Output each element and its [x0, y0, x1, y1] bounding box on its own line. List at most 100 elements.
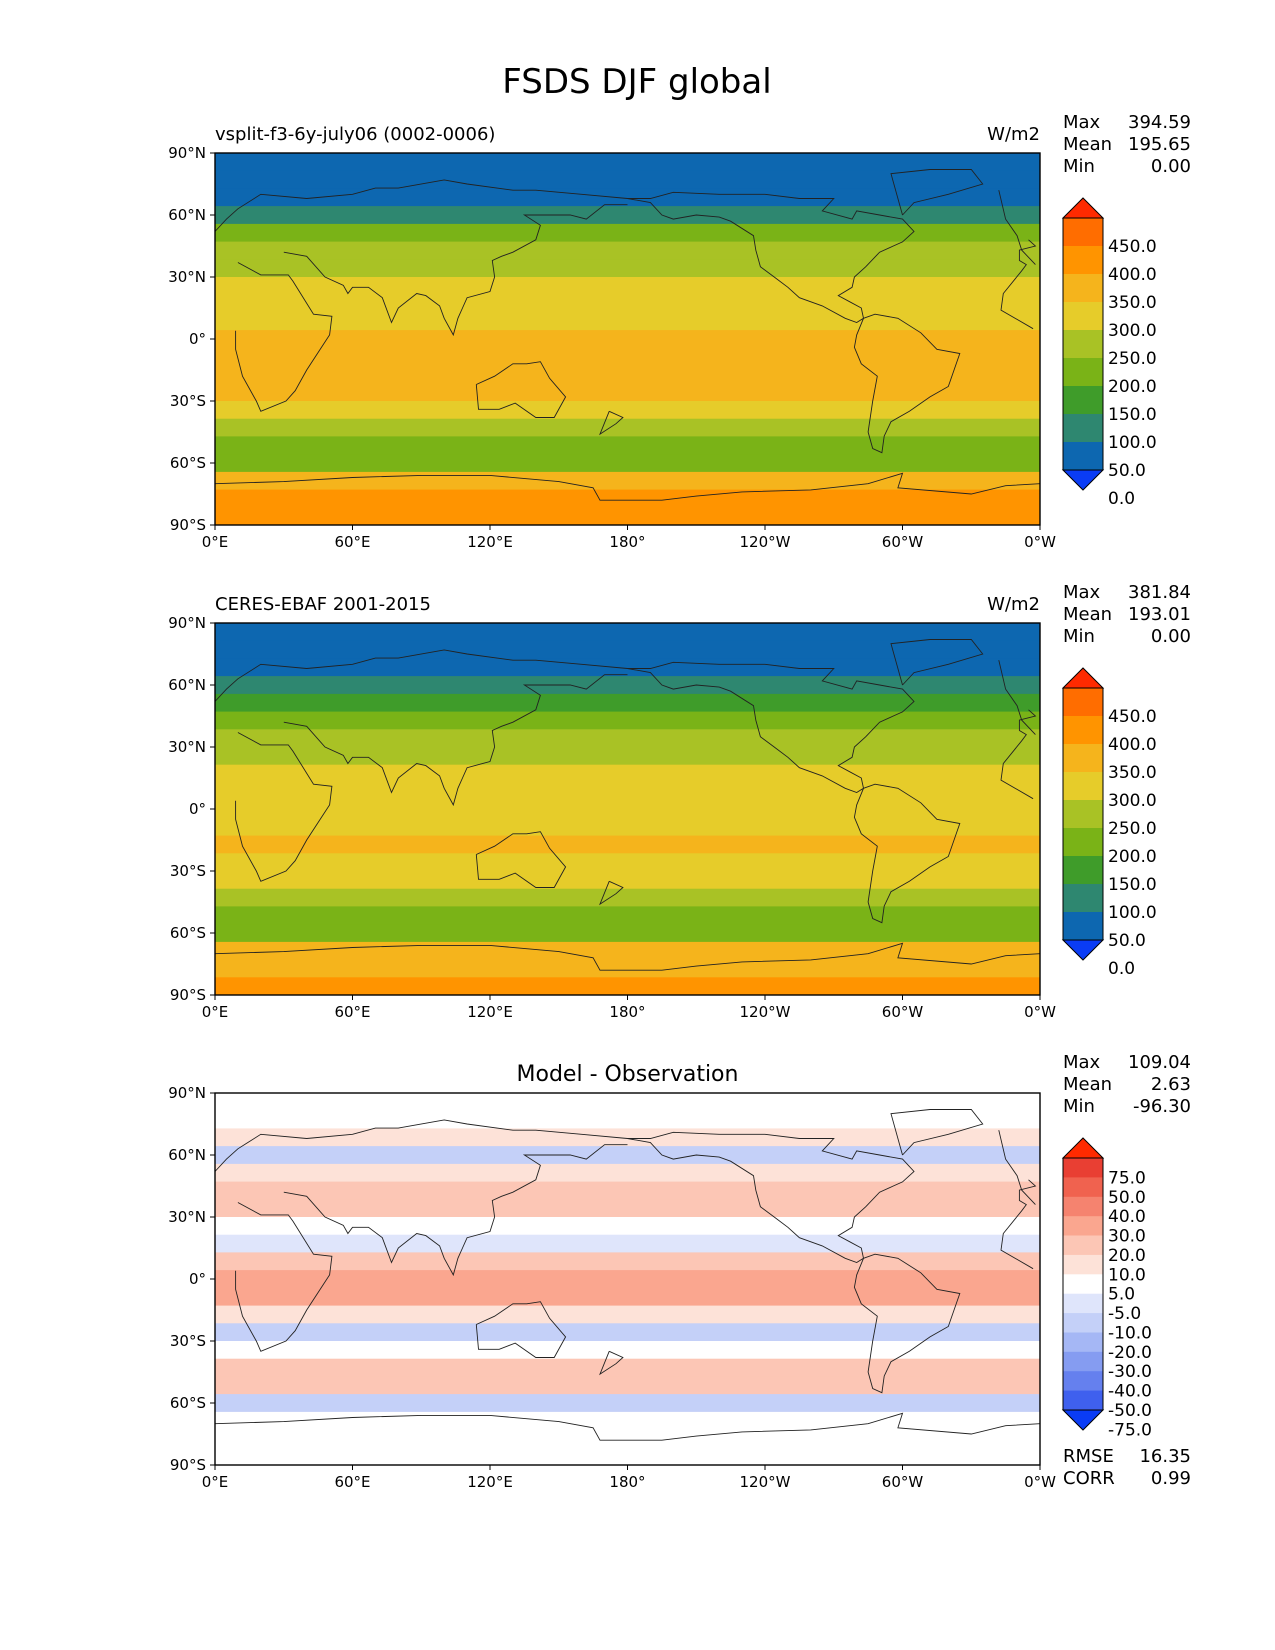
- lat-band: [215, 507, 1040, 525]
- coastline: [215, 1119, 1037, 1352]
- colorbar-segment: [1063, 744, 1103, 773]
- coastline: [627, 191, 915, 323]
- x-tick-label: 0°E: [202, 1003, 229, 1021]
- colorbar-segment: [1063, 1196, 1103, 1217]
- lat-band: [215, 693, 1040, 713]
- x-tick-label: 0°E: [202, 533, 229, 551]
- colorbar-extend-min: [1061, 1409, 1105, 1431]
- colorbar-segment: [1063, 828, 1103, 857]
- lat-band: [215, 489, 1040, 508]
- y-tick-label: 30°N: [168, 738, 206, 756]
- x-tick-label: 120°W: [740, 1473, 791, 1491]
- y-tick-label: 90°S: [170, 516, 206, 534]
- lat-band: [215, 259, 1040, 278]
- colorbar-frame: [1062, 1157, 1104, 1411]
- x-tick-label: 60°E: [334, 1003, 370, 1021]
- stat-value: 2.63: [1151, 1074, 1191, 1095]
- panel-model: vsplit-f3-6y-july06 (0002-0006) W/m2 0°E 60…: [168, 112, 1191, 551]
- y-tick-label: 0°: [189, 800, 206, 818]
- colorbar-label: 200.0: [1108, 377, 1157, 397]
- colorbar-extend-max: [1061, 1137, 1105, 1159]
- lat-band: [215, 471, 1040, 491]
- colorbar-label: 30.0: [1108, 1227, 1146, 1247]
- y-tick-label: 60°S: [170, 454, 206, 472]
- coastline: [890, 1109, 984, 1156]
- coastline: [890, 639, 984, 686]
- lat-band: [215, 383, 1040, 402]
- colorbar-label: 10.0: [1108, 1265, 1146, 1285]
- colorbar-segment: [1063, 1216, 1103, 1237]
- stat-label: Max: [1063, 1052, 1101, 1073]
- lat-band: [215, 906, 1040, 925]
- lat-band: [215, 1217, 1040, 1236]
- colorbar-segment: [1063, 442, 1103, 471]
- colorbar-label: -20.0: [1108, 1343, 1152, 1363]
- lat-band: [215, 1358, 1040, 1377]
- stat-value: 195.65: [1128, 134, 1191, 155]
- x-tick-label: 60°E: [334, 1473, 370, 1491]
- x-tick-label: 120°E: [467, 1003, 513, 1021]
- colorbar-segment: [1063, 246, 1103, 275]
- lat-band: [215, 1093, 1040, 1112]
- colorbar-label: -30.0: [1108, 1362, 1152, 1382]
- coastline: [853, 1253, 961, 1394]
- lat-band: [215, 977, 1040, 995]
- lat-band: [215, 454, 1040, 473]
- colorbar-extend-max: [1061, 197, 1105, 219]
- colorbar-label: 400.0: [1108, 265, 1157, 285]
- lat-band: [215, 1323, 1040, 1342]
- colorbar-label: 250.0: [1108, 819, 1157, 839]
- colorbar-label: 20.0: [1108, 1246, 1146, 1266]
- colorbar-segment: [1063, 800, 1103, 829]
- colorbar: 450.0 400.0 350.0 300.0 250.0 200.0 150.0 100.0…: [1061, 667, 1157, 979]
- lat-band: [215, 1411, 1040, 1431]
- metric-value: 0.99: [1151, 1468, 1191, 1489]
- colorbar-extend-max: [1061, 667, 1105, 689]
- x-tick-label: 60°W: [882, 1473, 924, 1491]
- stat-label: Min: [1063, 156, 1095, 177]
- colorbar-segment: [1063, 302, 1103, 331]
- x-tick-label: 120°W: [740, 533, 791, 551]
- coastline: [215, 942, 1040, 971]
- lat-band: [215, 1305, 1040, 1324]
- coastline: [599, 880, 624, 906]
- stat-value: 0.00: [1151, 626, 1191, 647]
- colorbar-segment: [1063, 1351, 1103, 1372]
- coastline: [599, 410, 624, 436]
- stat-label: Mean: [1063, 134, 1112, 155]
- lat-band: [215, 1447, 1040, 1465]
- lat-band: [215, 347, 1040, 367]
- lat-band: [215, 658, 1040, 677]
- coastline: [475, 361, 567, 418]
- lat-band: [215, 401, 1040, 420]
- field-model: [215, 153, 1040, 525]
- y-tick-label: 60°S: [170, 1394, 206, 1412]
- stat-label: Mean: [1063, 1074, 1112, 1095]
- lat-band: [215, 1429, 1040, 1448]
- lat-band: [215, 418, 1040, 437]
- colorbar-label: 200.0: [1108, 847, 1157, 867]
- y-tick-label: 30°N: [168, 1208, 206, 1226]
- lat-band: [215, 782, 1040, 801]
- y-tick-label: 90°N: [168, 614, 206, 632]
- coastline: [475, 831, 567, 888]
- lat-band: [215, 1394, 1040, 1413]
- x-tick-label: 60°E: [334, 533, 370, 551]
- colorbar-segment: [1063, 330, 1103, 359]
- colorbar-label: 300.0: [1108, 791, 1157, 811]
- y-tick-label: 30°S: [170, 1332, 206, 1350]
- y-tick-label: 30°S: [170, 862, 206, 880]
- x-tick-label: 180°: [609, 1473, 645, 1491]
- lat-band: [215, 871, 1040, 890]
- lat-band: [215, 153, 1040, 172]
- colorbar-label: 450.0: [1108, 237, 1157, 257]
- y-tick-label: 90°S: [170, 986, 206, 1004]
- x-tick-label: 0°W: [1024, 533, 1056, 551]
- stat-value: 109.04: [1128, 1052, 1191, 1073]
- x-tick-label: 60°W: [882, 1003, 924, 1021]
- lat-band: [215, 436, 1040, 455]
- stat-value: 381.84: [1128, 582, 1191, 603]
- field-observation: [215, 623, 1040, 995]
- colorbar-segment: [1063, 218, 1103, 247]
